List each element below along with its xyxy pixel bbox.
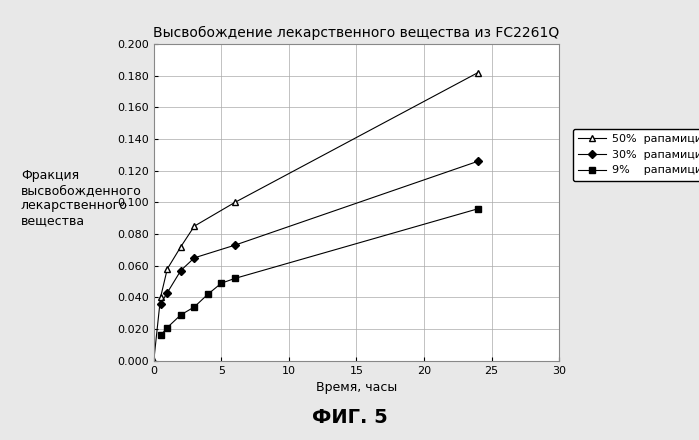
Legend: 50%  рапамицин, 30%  рапамицин, 9%    рапамицин: 50% рапамицин, 30% рапамицин, 9% рапамиц… bbox=[573, 129, 699, 181]
9%    рапамицин bbox=[157, 333, 165, 338]
Line: 50%  рапамицин: 50% рапамицин bbox=[150, 69, 482, 364]
9%    рапамицин bbox=[217, 281, 226, 286]
50%  рапамицин bbox=[190, 224, 199, 229]
Line: 30%  рапамицин: 30% рапамицин bbox=[158, 158, 481, 307]
X-axis label: Время, часы: Время, часы bbox=[316, 381, 397, 394]
Text: ФИГ. 5: ФИГ. 5 bbox=[312, 408, 387, 427]
30%  рапамицин bbox=[231, 242, 239, 248]
30%  рапамицин bbox=[163, 290, 171, 295]
50%  рапамицин bbox=[163, 266, 171, 271]
Line: 9%    рапамицин: 9% рапамицин bbox=[158, 206, 481, 338]
50%  рапамицин bbox=[231, 200, 239, 205]
9%    рапамицин bbox=[203, 292, 212, 297]
9%    рапамицин bbox=[190, 304, 199, 310]
50%  рапамицин bbox=[177, 244, 185, 249]
30%  рапамицин bbox=[157, 301, 165, 306]
30%  рапамицин bbox=[190, 255, 199, 260]
Text: Фракция
высвобожденного
лекарственного
вещества: Фракция высвобожденного лекарственного в… bbox=[21, 169, 142, 227]
50%  рапамицин bbox=[474, 70, 482, 75]
50%  рапамицин bbox=[150, 358, 158, 363]
9%    рапамицин bbox=[177, 312, 185, 318]
9%    рапамицин bbox=[163, 325, 171, 330]
50%  рапамицин bbox=[157, 295, 165, 300]
30%  рапамицин bbox=[474, 158, 482, 164]
30%  рапамицин bbox=[177, 268, 185, 273]
9%    рапамицин bbox=[474, 206, 482, 211]
9%    рапамицин bbox=[231, 276, 239, 281]
Title: Высвобождение лекарственного вещества из FC2261Q: Высвобождение лекарственного вещества из… bbox=[153, 26, 560, 40]
